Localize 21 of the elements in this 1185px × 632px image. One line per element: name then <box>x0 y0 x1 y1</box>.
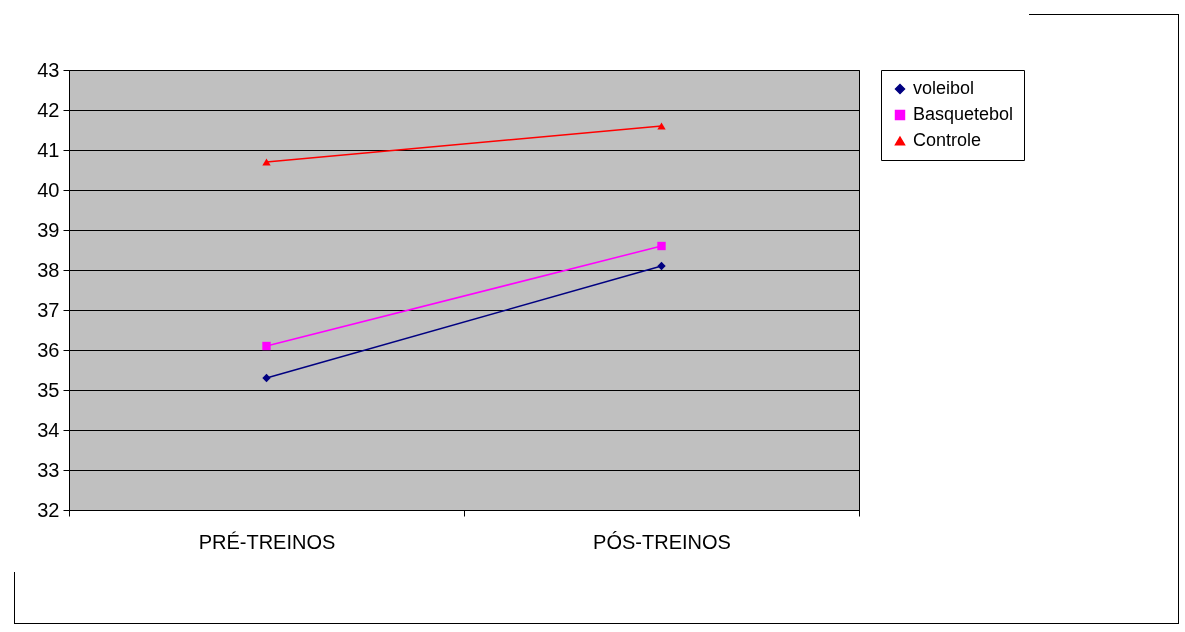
y-tick-label: 38 <box>37 258 60 281</box>
x-tick-label: PRÉ-TREINOS <box>198 530 336 553</box>
legend-label: Basquetebol <box>913 104 1014 124</box>
point <box>262 373 271 383</box>
point <box>262 341 271 351</box>
legend-label: Controle <box>913 130 982 150</box>
y-tick-label: 33 <box>37 458 60 481</box>
y-tick-label: 34 <box>37 418 60 441</box>
point <box>657 241 666 251</box>
y-tick-label: 35 <box>37 378 60 401</box>
point <box>657 261 666 271</box>
x-tick-label: PÓS-TREINOS <box>593 530 731 553</box>
y-tick-label: 40 <box>37 178 60 201</box>
y-tick-label: 37 <box>37 298 60 321</box>
y-tick-label: 32 <box>37 498 60 521</box>
y-tick-label: 41 <box>37 138 60 161</box>
legend-label: voleibol <box>913 78 975 98</box>
y-tick-label: 39 <box>37 218 60 241</box>
y-tick-label: 36 <box>37 338 60 361</box>
y-tick-label: 43 <box>37 58 60 81</box>
y-tick-label: 42 <box>37 98 60 121</box>
